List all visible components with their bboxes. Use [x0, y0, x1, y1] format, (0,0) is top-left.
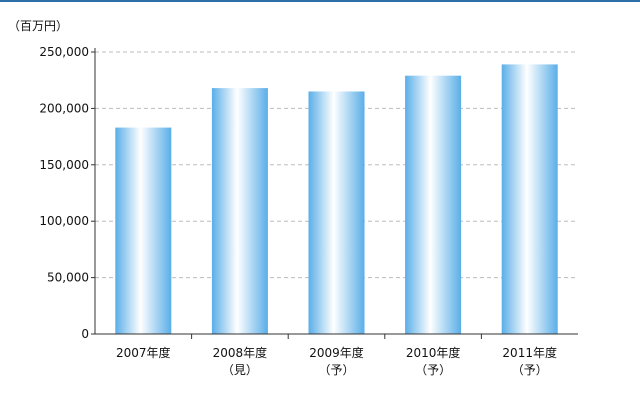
y-tick-label: 250,000: [39, 45, 89, 59]
y-tick-label: 0: [81, 327, 89, 341]
y-unit-label: （百万円）: [8, 19, 68, 33]
y-tick-label: 200,000: [39, 101, 89, 115]
y-tick-labels: 0 50,000 100,000 150,000 200,000 250,000: [39, 45, 89, 341]
bar: [308, 91, 365, 334]
x-tick-sublabel: （予）: [512, 363, 548, 377]
x-tick-sublabel: （見）: [222, 363, 258, 377]
x-tick-label: 2007年度: [116, 345, 171, 360]
bars: [115, 64, 558, 335]
y-tick-label: 50,000: [47, 271, 89, 285]
top-border: [0, 0, 640, 2]
x-tick-label: 2010年度: [406, 345, 461, 360]
x-tick-label: 2009年度: [309, 345, 364, 360]
axes: [91, 48, 578, 339]
x-tick-label: 2008年度: [213, 345, 268, 360]
bar: [405, 75, 462, 335]
y-tick-label: 150,000: [39, 158, 89, 172]
x-tick-sublabel: （予）: [415, 363, 451, 377]
bar: [115, 127, 172, 335]
bar: [501, 64, 558, 335]
bar: [211, 88, 268, 334]
y-tick-label: 100,000: [39, 214, 89, 228]
x-tick-labels: 2007年度 2008年度 （見） 2009年度 （予） 2010年度 （予） 2011年度 （…: [116, 345, 557, 377]
x-tick-label: 2011年度: [502, 345, 557, 360]
x-tick-sublabel: （予）: [318, 363, 354, 377]
